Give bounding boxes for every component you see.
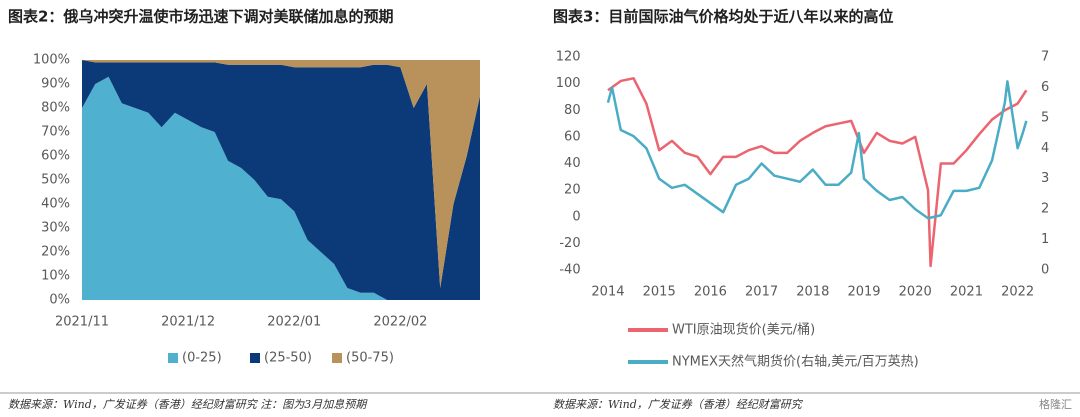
y-tick-label: 120 — [556, 50, 581, 65]
y2-tick-label: 2 — [1041, 202, 1049, 217]
x-tick-label: 2017 — [745, 285, 778, 300]
x-tick-label: 2019 — [847, 285, 880, 300]
x-tick-label: 2016 — [694, 285, 727, 300]
y-tick-label: -40 — [559, 263, 580, 278]
y-tick-label: 40 — [564, 156, 581, 171]
y-tick-label: -20 — [559, 236, 580, 251]
area — [82, 60, 480, 300]
watermark: 格隆汇 — [1039, 397, 1072, 411]
x-tick-label: 2022/01 — [267, 315, 321, 330]
y-tick-label: 0% — [49, 293, 70, 308]
y-tick-label: 80% — [41, 101, 70, 116]
y-tick-label: 50% — [41, 173, 70, 188]
legend-label: (50-75) — [346, 351, 394, 366]
x-tick-label: 2015 — [643, 285, 676, 300]
chart-title: 图表2：俄乌冲突升温使市场迅速下调对美联储加息的预期 — [8, 8, 393, 26]
area — [82, 76, 480, 300]
y-tick-label: 60 — [564, 129, 581, 144]
x-tick-label: 2022/02 — [373, 315, 427, 330]
legend-label: (0-25) — [182, 351, 222, 366]
line — [606, 80, 1028, 220]
y-tick-label: 100 — [556, 76, 581, 91]
y2-tick-label: 3 — [1041, 171, 1049, 186]
y-tick-label: 20 — [564, 183, 581, 198]
legend-swatch — [332, 353, 342, 363]
legend-swatch — [250, 353, 260, 363]
y-tick-label: 30% — [41, 221, 70, 236]
y-tick-label: 90% — [41, 77, 70, 92]
x-tick-label: 2021/11 — [55, 315, 109, 330]
chart-title: 图表3：目前国际油气价格均处于近八年以来的高位 — [553, 8, 893, 26]
legend-label: NYMEX天然气期货价(右轴,美元/百万英热) — [672, 354, 919, 370]
y2-tick-label: 1 — [1041, 232, 1049, 247]
y2-tick-label: 5 — [1041, 110, 1049, 125]
x-tick-label: 2022 — [1001, 285, 1034, 300]
x-tick-label: 2021/12 — [161, 315, 215, 330]
legend-label: (25-50) — [264, 351, 312, 366]
x-tick-label: 2020 — [899, 285, 932, 300]
y2-tick-label: 7 — [1041, 50, 1049, 65]
y-tick-label: 20% — [41, 245, 70, 260]
y-tick-label: 0 — [572, 209, 580, 224]
y2-tick-label: 6 — [1041, 80, 1049, 95]
x-tick-label: 2014 — [591, 285, 624, 300]
y-tick-label: 10% — [41, 269, 70, 284]
y2-tick-label: 0 — [1041, 263, 1049, 278]
legend-label: WTI原油现货价(美元/桶) — [672, 322, 815, 338]
line — [607, 77, 1028, 268]
source: 数据来源：Wind，广发证券（香港）经纪财富研究 注：图为3月加息预期 — [8, 398, 368, 411]
area — [82, 60, 480, 288]
y-tick-label: 100% — [33, 53, 70, 68]
y-tick-label: 80 — [564, 103, 581, 118]
y-tick-label: 40% — [41, 197, 70, 212]
y-tick-label: 60% — [41, 149, 70, 164]
y2-tick-label: 4 — [1041, 141, 1049, 156]
legend-swatch — [168, 353, 178, 363]
x-tick-label: 2018 — [796, 285, 829, 300]
source: 数据来源：Wind，广发证券（香港）经纪财富研究 — [553, 398, 804, 411]
x-tick-label: 2021 — [950, 285, 983, 300]
y-tick-label: 70% — [41, 125, 70, 140]
